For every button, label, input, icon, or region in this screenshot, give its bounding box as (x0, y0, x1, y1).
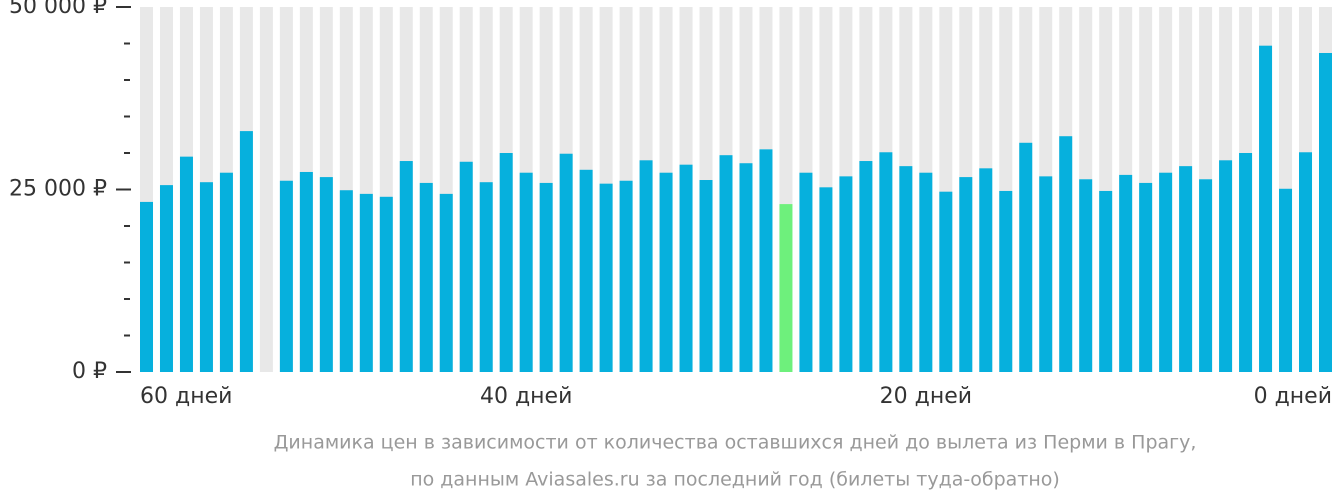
bar (1079, 179, 1093, 372)
bar (1219, 160, 1233, 372)
x-tick-label: 60 дней (140, 384, 232, 409)
y-tick-label: 0 ₽ (72, 359, 107, 384)
bar (979, 168, 993, 372)
bar (219, 172, 233, 372)
bar (1299, 152, 1313, 372)
bar (1139, 182, 1153, 372)
bar (519, 172, 533, 372)
bar (939, 191, 953, 372)
bar (179, 156, 193, 372)
bar (1199, 179, 1213, 372)
bar-background (259, 7, 273, 372)
bar (1179, 166, 1193, 372)
bar (499, 153, 513, 372)
bar (599, 183, 613, 372)
caption: Динамика цен в зависимости от количества… (274, 432, 1197, 454)
bar (719, 155, 733, 372)
bar (579, 169, 593, 372)
bar (779, 204, 793, 372)
bar (1279, 188, 1293, 372)
bar (639, 160, 653, 372)
bar (879, 152, 893, 372)
x-tick-label: 0 дней (1254, 384, 1332, 409)
bar (379, 196, 393, 372)
bar (459, 161, 473, 372)
bar (359, 193, 373, 372)
bar (239, 131, 253, 372)
bar (799, 172, 813, 372)
bar (539, 182, 553, 372)
caption: по данным Aviasales.ru за последний год … (410, 469, 1060, 491)
bar (279, 180, 293, 372)
bar (399, 161, 413, 372)
x-tick-label: 20 дней (880, 384, 972, 409)
bar (699, 180, 713, 372)
bar (959, 177, 973, 372)
bar (1059, 136, 1073, 372)
bar (479, 182, 493, 372)
bar (1099, 190, 1113, 372)
y-tick-label: 25 000 ₽ (9, 177, 107, 202)
bar (659, 172, 673, 372)
bar (419, 182, 433, 372)
bar (1259, 45, 1273, 372)
bar (140, 201, 153, 372)
bar (819, 187, 833, 372)
bar (559, 153, 573, 372)
bar (759, 149, 773, 372)
bar (859, 161, 873, 372)
bar (1039, 176, 1053, 372)
bar (339, 190, 353, 372)
bar (619, 180, 633, 372)
bar (1159, 172, 1173, 372)
bar (159, 185, 173, 372)
bar (919, 172, 933, 372)
bar (999, 190, 1013, 372)
y-tick-label: 50 000 ₽ (9, 0, 107, 19)
bar (199, 182, 213, 372)
bar (299, 171, 313, 372)
bar (1319, 52, 1332, 373)
bar (1119, 174, 1133, 372)
bar (679, 164, 693, 372)
bar (839, 176, 853, 372)
bar (739, 163, 753, 372)
x-tick-label: 40 дней (480, 384, 572, 409)
bar (319, 177, 333, 372)
bar (439, 193, 453, 372)
bar (899, 166, 913, 372)
bar (1019, 142, 1033, 372)
bar (1239, 153, 1253, 372)
